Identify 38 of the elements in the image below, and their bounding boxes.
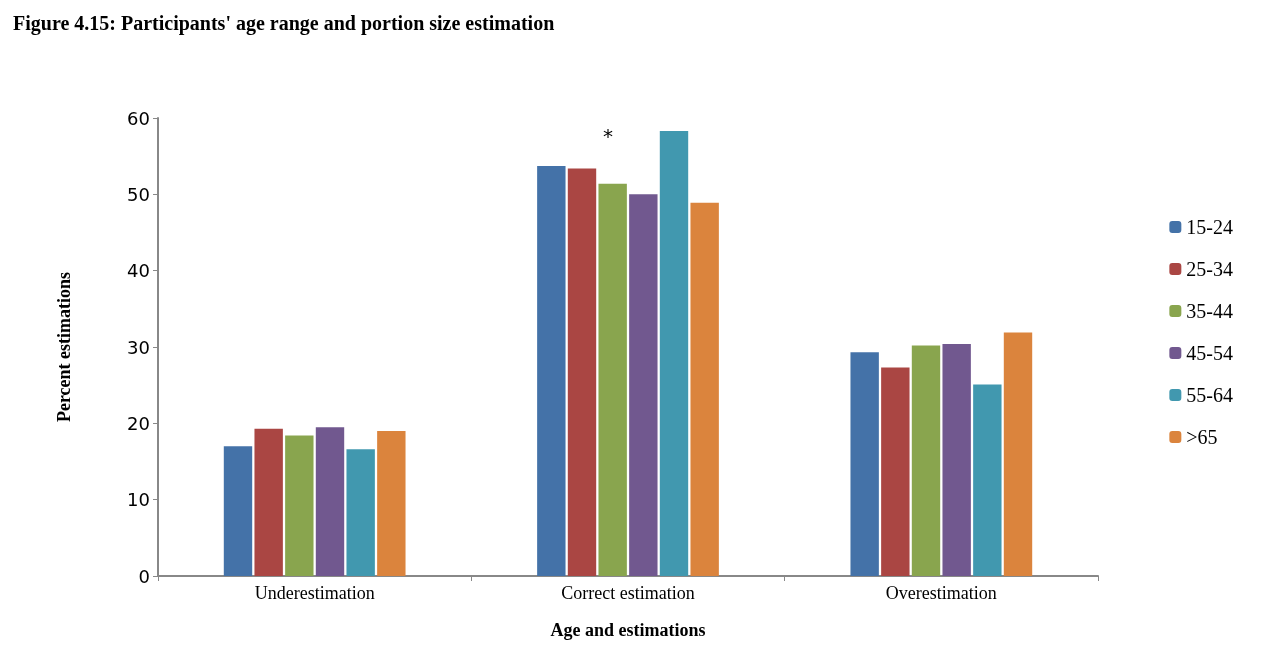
chart-title: Figure 4.15: Participants' age range and portion size estimation (13, 12, 555, 35)
bar (567, 168, 597, 576)
y-tick-label: 30 (127, 336, 150, 358)
bar (377, 430, 406, 576)
bar (315, 427, 345, 576)
bar (346, 449, 375, 576)
bar (911, 345, 941, 576)
legend-label: >65 (1186, 426, 1218, 448)
x-axis-title: Age and estimations (550, 620, 706, 640)
bar (881, 367, 910, 576)
bar (942, 343, 971, 576)
y-tick-label: 40 (127, 260, 150, 282)
x-tick-label: Correct estimation (561, 583, 695, 603)
legend-label: 45-54 (1186, 342, 1234, 364)
x-tick-label: Overestimation (885, 583, 997, 603)
bar (973, 384, 1002, 576)
y-tick-label: 10 (127, 489, 150, 511)
bar (285, 435, 314, 576)
legend-label: 25-34 (1186, 258, 1234, 280)
y-tick-label: 0 (138, 565, 150, 587)
bar (223, 446, 253, 576)
y-tick-label: 20 (127, 412, 150, 434)
y-tick-label: 60 (127, 107, 150, 129)
legend-label: 35-44 (1186, 300, 1234, 322)
bar (537, 166, 566, 576)
legend-label: 55-64 (1186, 384, 1234, 406)
bar (254, 428, 283, 576)
bar (659, 130, 689, 576)
bar (598, 183, 627, 576)
bar (629, 194, 658, 576)
y-axis-title: Percent estimations (54, 271, 74, 423)
annotation: * (603, 124, 613, 148)
y-tick-label: 50 (127, 183, 150, 205)
legend-label: 15-24 (1186, 216, 1234, 238)
bar (690, 202, 719, 576)
bar (850, 352, 879, 576)
x-tick-label: Underestimation (254, 583, 375, 603)
bar (1003, 332, 1033, 576)
